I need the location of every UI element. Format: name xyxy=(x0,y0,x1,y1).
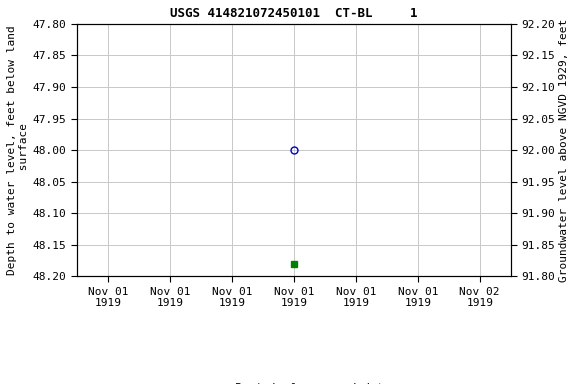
Legend: Period of approved data: Period of approved data xyxy=(194,377,394,384)
Y-axis label: Groundwater level above NGVD 1929, feet: Groundwater level above NGVD 1929, feet xyxy=(559,18,569,282)
Y-axis label: Depth to water level, feet below land
 surface: Depth to water level, feet below land su… xyxy=(7,25,29,275)
Title: USGS 414821072450101  CT-BL     1: USGS 414821072450101 CT-BL 1 xyxy=(170,7,418,20)
